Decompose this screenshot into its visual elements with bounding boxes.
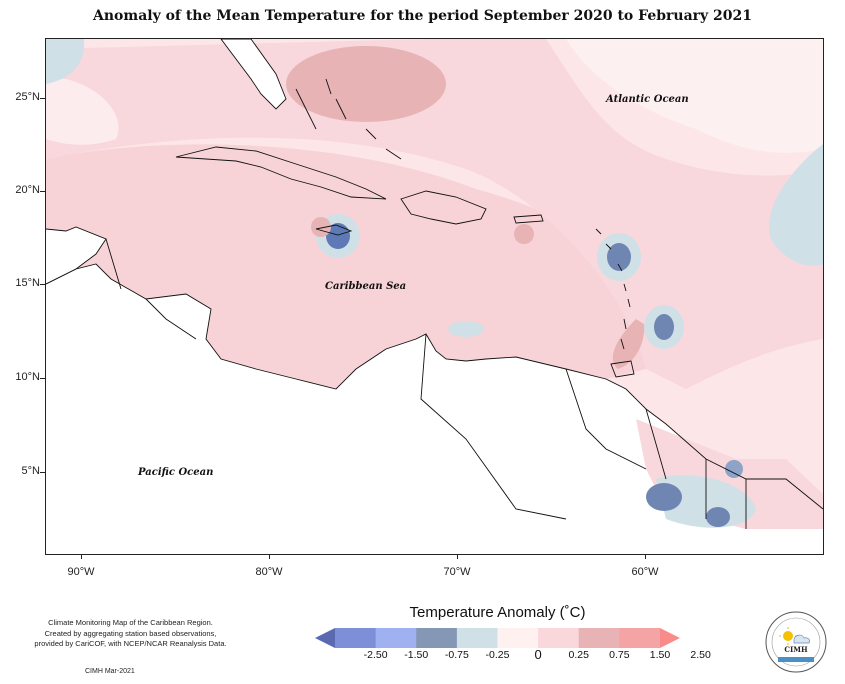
lon-tick [269,554,270,559]
lat-label-25n: 25°N [15,91,40,103]
credits-line-1: Climate Monitoring Map of the Caribbean … [48,618,213,627]
map-panel [45,38,824,555]
jamaica-cool-core [326,223,350,249]
lon-label-70w: 70°W [443,566,471,578]
credits-date: CIMH Mar-2021 [85,668,135,675]
legend-swatch [538,628,580,648]
florida-land [221,39,286,109]
lon-tick [645,554,646,559]
legend-swatch [335,628,377,648]
legend-tick-label: 1.50 [649,649,671,661]
legend-tick-label: -0.25 [485,649,510,661]
legend-tick-label: 0 [534,647,542,662]
map-title: Anomaly of the Mean Temperature for the … [93,8,752,24]
lat-label-15n: 15°N [15,277,40,289]
lon-label-90w: 90°W [67,566,95,578]
pacific-ocean-label: Pacific Ocean [138,467,214,478]
credits-line-3: provided by CariCOF, with NCEP/NCAR Rean… [34,639,227,648]
credits-line-2: Created by aggregating station based obs… [44,628,217,638]
legend-swatch [375,628,417,648]
legend-colorbar [315,628,680,648]
legend-swatch-min-arrow [315,628,335,648]
legend-swatch [497,628,539,648]
bahamas-warm-anomaly [286,46,446,122]
caribbean-sea-label: Caribbean Sea [325,281,407,292]
legend-swatch [619,628,661,648]
windward-warm-anomaly [612,319,645,369]
yucatan-land [46,227,106,284]
legend-swatch-max-arrow [660,628,680,648]
puerto-rico-warm-anomaly [514,224,534,244]
gulf-light-zone [46,79,119,145]
cimh-sun-cloud-logo-icon: CIMH [765,611,827,673]
central-south-america-land [46,264,823,554]
legend-tick-label: 0.25 [568,649,589,661]
credits-block: Climate Monitoring Map of the Caribbean … [18,618,243,650]
legend-swatch [456,628,498,648]
lat-label-5n: 5°N [21,465,40,477]
barbados-cool-core [654,314,674,340]
legend-title: Temperature Anomaly (˚C) [409,604,586,621]
lat-label-20n: 20°N [15,184,40,196]
guianas-cool-core-1 [646,483,682,511]
guianas-cool-core-2 [706,507,730,527]
lon-label-80w: 80°W [255,566,283,578]
abc-islands-cool-anomaly [448,321,484,337]
lat-tick [40,378,45,379]
east-atlantic-cool-anomaly [769,144,823,266]
legend-tick-label: -1.50 [404,649,429,661]
legend-swatch [416,628,458,648]
lon-tick [81,554,82,559]
anomaly-map [46,39,823,554]
guianas-cool-core-3 [725,460,743,478]
legend-tick-label: -2.50 [363,649,388,661]
legend-tick-label: 2.50 [690,649,711,661]
lat-tick [40,472,45,473]
lon-label-60w: 60°W [631,566,659,578]
lat-label-10n: 10°N [15,371,40,383]
legend-tick-label: 0.75 [609,649,630,661]
lat-tick [40,191,45,192]
leewards-cool-core [607,243,631,271]
lat-tick [40,284,45,285]
legend-swatch [578,628,620,648]
coastlines [46,39,823,529]
north-atlantic-light-zone [566,39,823,153]
lon-tick [457,554,458,559]
atlantic-ocean-label: Atlantic Ocean [606,94,689,105]
lat-tick [40,98,45,99]
gulf-cool-anomaly [46,39,85,84]
logo-text: CIMH [784,645,808,654]
legend-tick-label: -0.75 [444,649,469,661]
